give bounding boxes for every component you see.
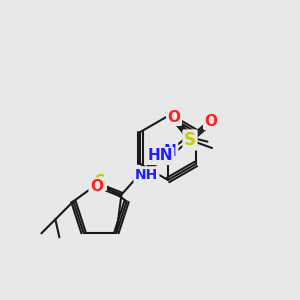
Text: S: S <box>94 175 106 190</box>
Text: O: O <box>90 179 103 194</box>
Text: S: S <box>184 131 196 149</box>
Text: O: O <box>167 110 181 124</box>
Text: HN: HN <box>147 148 173 164</box>
Text: N: N <box>164 144 177 159</box>
Text: NH: NH <box>135 168 158 182</box>
Text: O: O <box>205 113 218 128</box>
